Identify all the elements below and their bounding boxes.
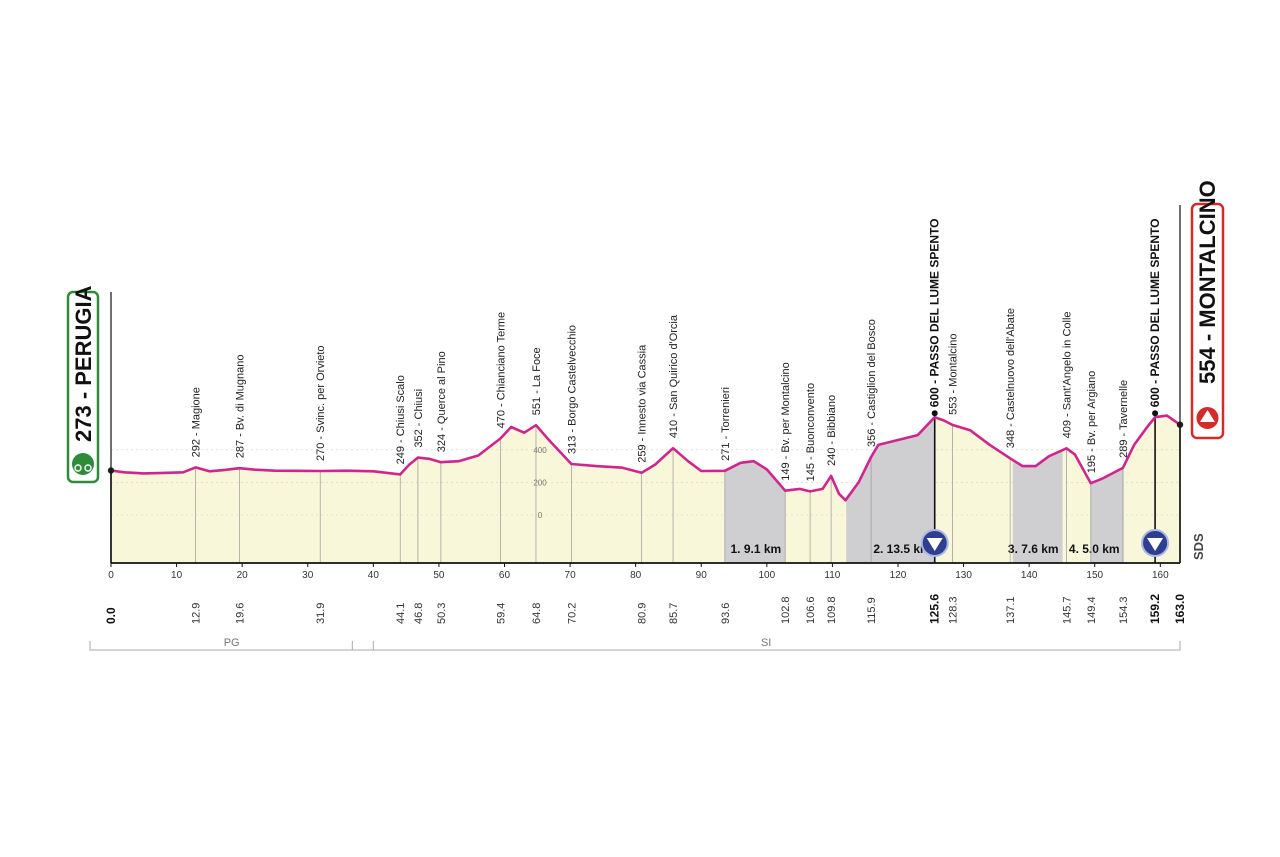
summit-dot [1152, 410, 1159, 417]
waypoint-label: 249 - Chiusi Scalo [395, 375, 407, 464]
start-bike-wheel-icon [84, 464, 92, 472]
province-bracket [89, 641, 374, 651]
km-label: 102.8 [780, 596, 792, 624]
km-label: 159.2 [1148, 594, 1162, 624]
km-label: 31.9 [315, 603, 327, 624]
km-label: 137.1 [1005, 596, 1017, 624]
kom-triangle-icon [926, 538, 943, 551]
waypoint-label: 551 - La Foce [531, 347, 543, 415]
km-label: 19.6 [235, 603, 247, 624]
waypoint-label: 470 - Chianciano Terme [496, 312, 508, 429]
elevation-tick-label: 400 [533, 446, 547, 455]
start-cyclist-icon [72, 453, 94, 475]
km-label: 109.8 [826, 596, 838, 624]
waypoint-label: 600 - PASSO DEL LUME SPENTO [1148, 218, 1162, 407]
x-tick-label: 60 [499, 570, 511, 581]
profile-line [110, 414, 1181, 502]
kom-triangle-icon [1147, 538, 1164, 551]
km-label: 64.8 [531, 603, 543, 624]
waypoint-label: 145 - Buonconvento [805, 383, 817, 481]
waypoint-label: 149 - Bv. per Montalcino [780, 362, 792, 480]
km-label: 50.3 [436, 603, 448, 624]
km-label: 0.0 [104, 607, 118, 624]
x-tick-label: 160 [1152, 570, 1169, 581]
x-tick-label: 10 [171, 570, 183, 581]
waypoint-label: 313 - Borgo Castelvecchio [566, 325, 578, 454]
waypoint-label: 410 - San Quirico d'Orcia [668, 314, 680, 438]
km-label: 106.6 [805, 596, 817, 624]
waypoint-label: 600 - PASSO DEL LUME SPENTO [928, 218, 942, 407]
finish-city-label: 554 - MONTALCINO [1195, 180, 1220, 384]
km-label: 12.9 [191, 603, 203, 624]
climb-zone [846, 417, 935, 563]
x-tick-label: 70 [565, 570, 577, 581]
km-label: 115.9 [866, 597, 878, 624]
km-label: 93.6 [720, 603, 732, 624]
start-city-label: 273 - PERUGIA [71, 285, 96, 442]
waypoint-label: 195 - Bv. per Argiano [1086, 371, 1098, 474]
elevation-tick-label: 200 [533, 478, 547, 487]
climb-zone [1012, 450, 1063, 563]
km-label: 163.0 [1173, 594, 1187, 624]
start-box [66, 290, 100, 484]
climb-zone [724, 461, 786, 563]
waypoint-label: 324 - Querce al Pino [436, 351, 448, 452]
x-tick-label: 20 [237, 570, 249, 581]
climb-zone-label: 2. 13.5 km [873, 542, 930, 556]
km-label: 154.3 [1118, 596, 1130, 624]
km-label: 59.4 [496, 603, 508, 624]
km-label: 46.8 [413, 603, 425, 624]
sds-logo: SDS [1191, 533, 1206, 560]
waypoint-label: 240 - Bibbiano [826, 395, 838, 466]
finish-box [1190, 202, 1225, 440]
waypoint-label: 292 - Magione [191, 387, 203, 457]
climb-zone-label: 4. 5.0 km [1069, 542, 1120, 556]
waypoint-label: 289 - Tavernelle [1118, 380, 1130, 458]
x-tick-label: 40 [368, 570, 380, 581]
km-label: 44.1 [395, 603, 407, 624]
climb-zone-label: 3. 7.6 km [1008, 542, 1059, 556]
waypoint-label: 352 - Chiusi [413, 389, 425, 448]
summit-dot [931, 410, 938, 417]
waypoint-label: 287 - Bv. di Mugnano [235, 354, 247, 458]
waypoint-label: 348 - Castelnuovo dell'Abate [1005, 308, 1017, 448]
x-tick-label: 100 [758, 570, 775, 581]
x-tick-label: 140 [1021, 570, 1038, 581]
climb-zone-label: 1. 9.1 km [730, 542, 781, 556]
elevation-tick-label: 0 [538, 511, 543, 520]
start-bike-wheel-icon [74, 464, 82, 472]
x-tick-label: 50 [433, 570, 445, 581]
waypoint-label: 409 - Sant'Angelo in Colle [1062, 311, 1074, 438]
km-label: 80.9 [637, 603, 649, 624]
x-tick-label: 90 [696, 570, 708, 581]
km-label: 85.7 [668, 603, 680, 624]
waypoint-label: 553 - Montalcino [947, 334, 959, 415]
waypoint-label: 270 - Svinc. per Orvieto [315, 345, 327, 461]
x-tick-label: 0 [108, 570, 114, 581]
waypoint-label: 356 - Castiglion del Bosco [866, 319, 878, 447]
km-label: 125.6 [928, 594, 942, 624]
province-label: PG [224, 637, 240, 649]
waypoint-label: 271 - Torrenieri [720, 387, 732, 461]
x-tick-label: 130 [955, 570, 972, 581]
km-label: 128.3 [947, 596, 959, 624]
km-label: 70.2 [566, 603, 578, 624]
waypoint-label: 259 - Innesto via Cassia [637, 344, 649, 463]
x-tick-label: 150 [1086, 570, 1103, 581]
x-tick-label: 80 [630, 570, 642, 581]
x-tick-label: 110 [824, 570, 840, 581]
province-label: SI [761, 637, 771, 649]
km-label: 149.4 [1086, 596, 1098, 624]
finish-mountain-icon [1200, 410, 1215, 422]
km-label: 145.7 [1062, 596, 1074, 624]
x-tick-label: 120 [890, 570, 907, 581]
x-tick-label: 30 [302, 570, 314, 581]
province-bracket [351, 641, 1181, 651]
